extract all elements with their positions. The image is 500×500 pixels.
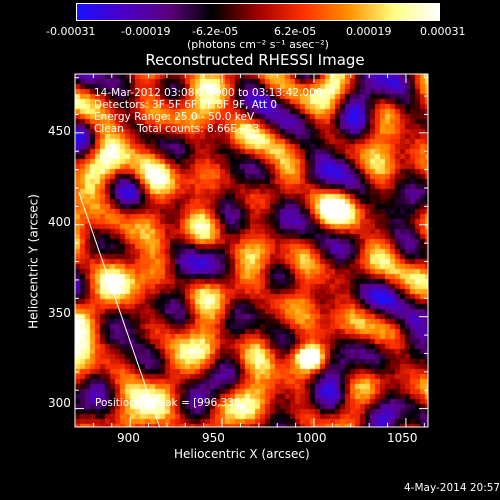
- solar-limb-line: [78, 191, 161, 428]
- y-tick-label: 400: [48, 215, 71, 229]
- image-title: Reconstructed RHESSI Image: [145, 51, 365, 69]
- colorbar-gradient: [77, 4, 439, 20]
- plot-border: [74, 73, 429, 428]
- peak-position-label: Position of Peak = [996,330]: [95, 397, 245, 409]
- x-tick-label: 1000: [296, 431, 327, 445]
- plot-date: 4-May-2014 20:57: [404, 482, 500, 494]
- x-tick-label: 1050: [387, 431, 418, 445]
- colorbar-tick-label: 0.00019: [346, 25, 392, 38]
- colorbar-tick-label: 0.00031: [420, 25, 466, 38]
- colorbar-tick-label: -0.00019: [121, 25, 171, 38]
- info-line-detectors: Detectors: 3F 5F 6F 7F 8F 9F, Att 0: [94, 99, 278, 111]
- colorbar-ticks: -0.00031 -0.00019 -6.2e-05 6.2e-05 0.000…: [0, 0, 500, 40]
- colorbar-tick-label: -0.00031: [46, 25, 96, 38]
- info-line-time: 14-Mar-2012 03:08:24.000 to 03:13:42.000: [94, 87, 323, 99]
- colorbar-tick-label: -6.2e-05: [192, 25, 239, 38]
- y-tick-label: 350: [48, 306, 71, 320]
- x-tick-label: 900: [117, 431, 140, 445]
- y-axis-label: Heliocentric Y (arcsec): [26, 194, 41, 329]
- colorbar: [76, 3, 440, 21]
- rhessi-map-image: [75, 74, 428, 427]
- info-line-counts: Clean Total counts: 8.66E+03: [94, 123, 260, 135]
- y-tick-label: 450: [48, 124, 71, 138]
- colorbar-tick-label: 6.2e-05: [274, 25, 317, 38]
- x-tick-label: 950: [202, 431, 225, 445]
- x-axis-label: Heliocentric X (arcsec): [174, 447, 310, 461]
- info-line-energy: Energy Range: 25.0 - 50.0 keV: [94, 111, 255, 123]
- y-tick-label: 300: [48, 396, 71, 410]
- colorbar-units: (photons cm⁻² s⁻¹ asec⁻²): [187, 38, 329, 51]
